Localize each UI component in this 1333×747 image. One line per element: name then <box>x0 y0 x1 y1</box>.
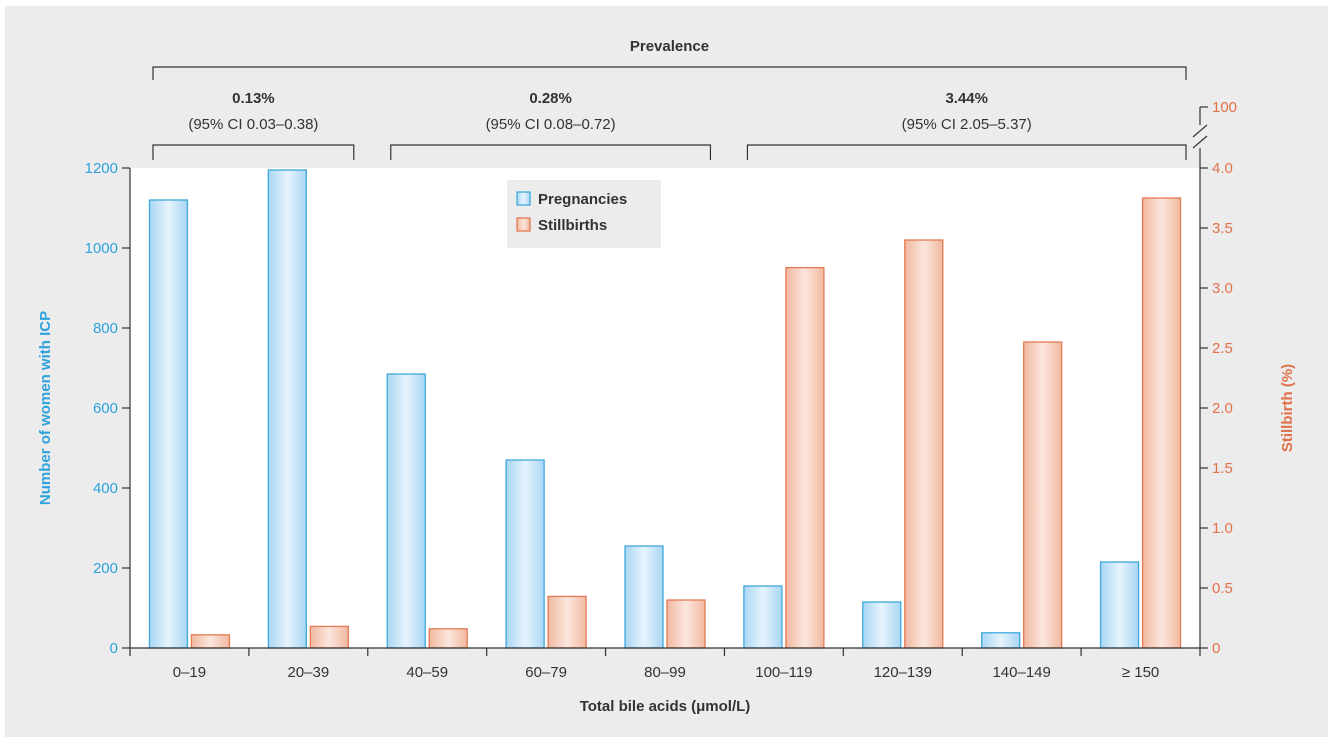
right-y-break-label: 100 <box>1212 99 1237 116</box>
bar-stillbirths <box>1023 341 1063 649</box>
right-y-tick-label: 0 <box>1212 640 1220 657</box>
prevalence-value: 0.13% <box>232 90 275 107</box>
right-y-tick-label: 3.5 <box>1212 220 1233 237</box>
bar-stillbirths <box>666 599 706 649</box>
prevalence-group-bracket <box>746 144 1187 160</box>
prevalence-group-bracket <box>152 144 355 160</box>
prevalence-value: 3.44% <box>945 90 988 107</box>
prevalence-ci: (95% CI 0.03–0.38) <box>188 116 318 133</box>
x-tick-label: 80–99 <box>644 664 686 681</box>
left-y-tick-label: 1200 <box>85 160 118 177</box>
right-y-tick-label: 2.0 <box>1212 400 1233 417</box>
prevalence-title: Prevalence <box>630 38 709 55</box>
legend-swatch-stillbirths <box>516 217 531 232</box>
x-axis-title: Total bile acids (μmol/L) <box>580 698 751 715</box>
legend-box <box>507 180 661 248</box>
left-y-tick-label: 400 <box>93 480 118 497</box>
x-tick-label: 40–59 <box>406 664 448 681</box>
x-tick-label: 20–39 <box>287 664 329 681</box>
left-y-tick-label: 800 <box>93 320 118 337</box>
bar-stillbirths <box>785 266 825 649</box>
right-y-tick-label: 1.0 <box>1212 520 1233 537</box>
right-y-tick-label: 2.5 <box>1212 340 1233 357</box>
left-y-tick-label: 600 <box>93 400 118 417</box>
bar-pregnancies <box>624 545 664 649</box>
prevalence-ci: (95% CI 2.05–5.37) <box>902 116 1032 133</box>
bar-pregnancies <box>267 169 307 649</box>
prevalence-ci: (95% CI 0.08–0.72) <box>486 116 616 133</box>
axis-break-mark <box>1192 124 1208 138</box>
bar-pregnancies <box>862 601 902 649</box>
right-y-tick-label: 3.0 <box>1212 280 1233 297</box>
prevalence-overall-bracket <box>152 66 1187 80</box>
bar-pregnancies <box>1099 561 1140 649</box>
left-y-tick-label: 0 <box>110 640 118 657</box>
x-tick-label: 120–139 <box>874 664 932 681</box>
right-y-tick-label: 4.0 <box>1212 160 1233 177</box>
prevalence-value: 0.28% <box>529 90 572 107</box>
bar-pregnancies <box>981 632 1021 649</box>
right-y-tick-label: 1.5 <box>1212 460 1233 477</box>
axis-break-mark <box>1192 135 1208 149</box>
left-y-tick-label: 200 <box>93 560 118 577</box>
plot-area <box>130 168 1200 648</box>
bar-stillbirths <box>904 239 944 649</box>
bar-pregnancies <box>743 585 783 649</box>
x-tick-label: 140–149 <box>992 664 1050 681</box>
bar-pregnancies <box>386 373 426 649</box>
left-axis-title: Number of women with ICP <box>37 311 54 505</box>
bar-pregnancies <box>148 199 189 649</box>
left-y-tick-label: 1000 <box>85 240 118 257</box>
x-tick-label: 60–79 <box>525 664 567 681</box>
prevalence-group-bracket <box>390 144 712 160</box>
right-axis-title: Stillbirth (%) <box>1279 364 1296 452</box>
bar-stillbirths <box>190 634 231 649</box>
bar-stillbirths <box>547 595 587 649</box>
x-tick-label: 100–119 <box>755 664 812 681</box>
right-y-tick-label: 0.5 <box>1212 580 1233 597</box>
legend-swatch-pregnancies <box>516 191 531 206</box>
bar-stillbirths <box>1141 197 1182 649</box>
x-tick-label: ≥ 150 <box>1122 664 1159 681</box>
bar-stillbirths <box>428 628 468 649</box>
legend-label-pregnancies: Pregnancies <box>538 191 627 208</box>
x-tick-label: 0–19 <box>173 664 206 681</box>
bar-pregnancies <box>505 459 545 649</box>
bar-stillbirths <box>309 625 349 649</box>
legend-label-stillbirths: Stillbirths <box>538 217 607 234</box>
